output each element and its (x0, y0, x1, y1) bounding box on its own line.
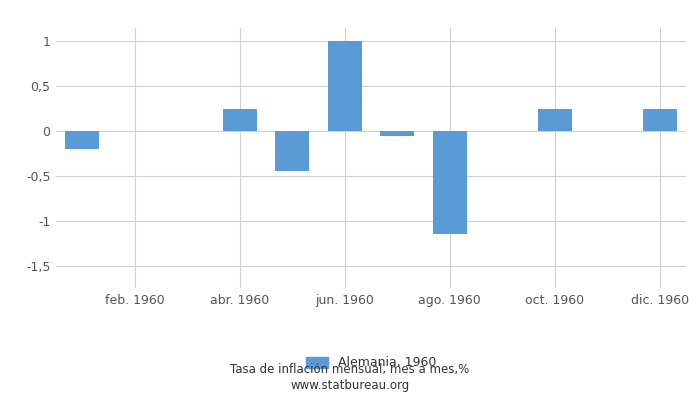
Bar (223, 109, 257, 131)
Bar (328, 42, 362, 131)
Bar (538, 109, 572, 131)
Bar (433, 131, 467, 234)
Bar (380, 131, 414, 136)
Bar (65, 131, 99, 149)
Bar (643, 109, 677, 131)
Bar (275, 131, 309, 172)
Text: Tasa de inflación mensual, mes a mes,%: Tasa de inflación mensual, mes a mes,% (230, 364, 470, 376)
Legend: Alemania, 1960: Alemania, 1960 (300, 352, 442, 374)
Text: www.statbureau.org: www.statbureau.org (290, 380, 410, 392)
